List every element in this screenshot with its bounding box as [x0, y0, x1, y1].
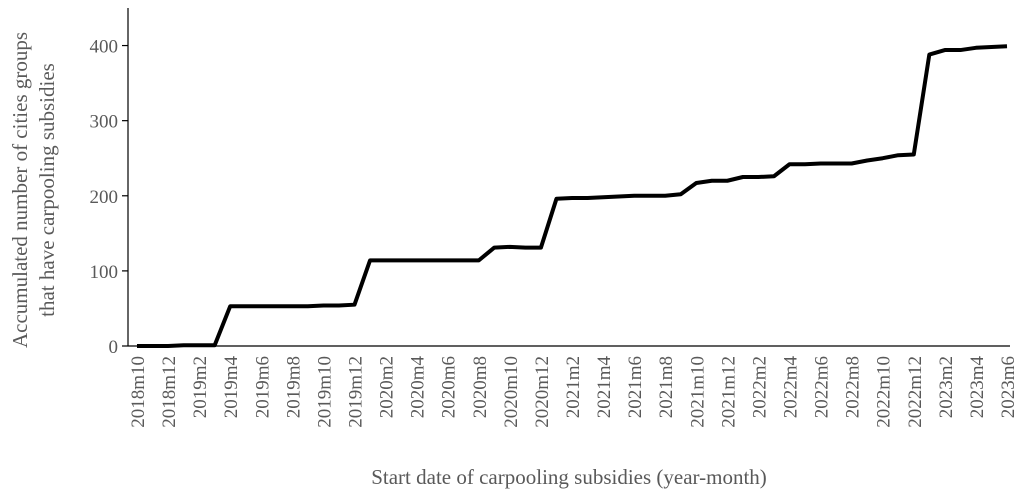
x-tick-label: 2023m6: [998, 356, 1019, 418]
x-tick-label: 2019m12: [346, 356, 367, 428]
x-tick-label: 2021m6: [625, 356, 646, 418]
y-tick-label: 200: [90, 187, 119, 208]
x-tick-label: 2023m4: [967, 356, 988, 419]
x-tick-label: 2019m2: [190, 356, 211, 418]
x-tick-label: 2021m4: [594, 356, 615, 419]
x-tick-label: 2020m12: [532, 356, 553, 428]
y-tick-label: 0: [109, 337, 119, 358]
x-axis-title: Start date of carpooling subsidies (year…: [371, 465, 767, 489]
x-tick-label: 2022m12: [905, 356, 926, 428]
x-tick-label: 2019m4: [221, 356, 242, 419]
y-tick-label: 400: [90, 37, 119, 58]
x-tick-label: 2022m4: [781, 356, 802, 419]
x-tick-label: 2019m6: [252, 356, 273, 418]
x-tick-label: 2023m2: [936, 356, 957, 418]
y-tick-label: 300: [90, 112, 119, 133]
x-tick-label: 2020m4: [408, 356, 429, 419]
data-line: [137, 44, 1008, 348]
x-tick-label: 2021m8: [656, 356, 677, 418]
y-axis-title: that have carpooling subsidies: [35, 63, 59, 317]
x-tick-label: 2018m10: [128, 356, 149, 428]
x-tick-label: 2019m10: [314, 356, 335, 428]
x-tick-label: 2022m10: [874, 356, 895, 428]
x-tick-label: 2018m12: [159, 356, 180, 428]
x-tick-label: 2019m8: [283, 356, 304, 418]
y-tick-label: 100: [90, 262, 119, 283]
x-tick-label: 2021m12: [718, 356, 739, 428]
x-tick-label: 2020m8: [470, 356, 491, 418]
x-tick-label: 2022m8: [843, 356, 864, 418]
x-tick-label: 2022m6: [812, 356, 833, 418]
x-tick-label: 2021m2: [563, 356, 584, 418]
x-tick-label: 2020m6: [439, 356, 460, 418]
x-tick-label: 2021m10: [687, 356, 708, 428]
y-axis-title: Accumulated number of cities groups: [8, 32, 32, 348]
x-tick-label: 2020m2: [377, 356, 398, 418]
x-tick-label: 2022m2: [749, 356, 770, 418]
x-tick-label: 2020m10: [501, 356, 522, 428]
